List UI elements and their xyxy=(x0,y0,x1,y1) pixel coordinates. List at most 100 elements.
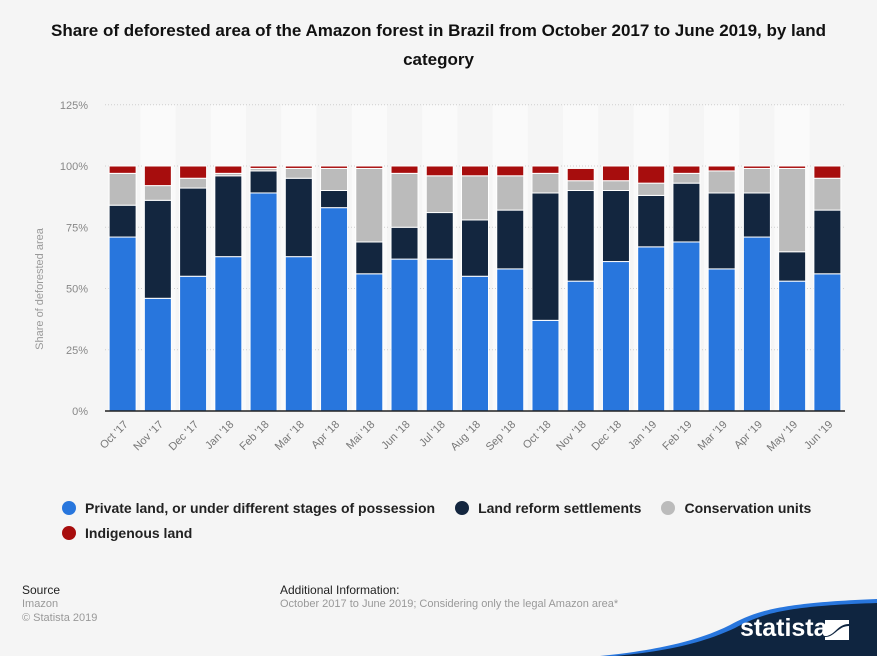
bar-segment[interactable] xyxy=(214,165,243,174)
bar-segment[interactable] xyxy=(531,172,560,194)
bar-segment[interactable] xyxy=(496,165,525,177)
bar-segment[interactable] xyxy=(637,182,666,196)
bar-segment[interactable] xyxy=(425,165,454,177)
bar-stack[interactable] xyxy=(813,165,842,412)
bar-segment[interactable] xyxy=(601,165,630,182)
bar-stack[interactable] xyxy=(179,165,208,412)
bar-segment[interactable] xyxy=(742,236,771,412)
bar-segment[interactable] xyxy=(672,182,701,243)
bar-stack[interactable] xyxy=(707,165,736,412)
bar-segment[interactable] xyxy=(355,167,384,243)
bar-segment[interactable] xyxy=(284,167,313,179)
bar-segment[interactable] xyxy=(672,165,701,174)
bar-segment[interactable] xyxy=(707,268,736,412)
bar-stack[interactable] xyxy=(461,165,489,412)
bar-segment[interactable] xyxy=(461,275,489,412)
bar-segment[interactable] xyxy=(320,190,349,209)
bar-segment[interactable] xyxy=(461,175,489,221)
bar-stack[interactable] xyxy=(496,165,525,412)
bar-stack[interactable] xyxy=(143,165,172,412)
bar-segment[interactable] xyxy=(390,226,419,260)
bar-stack[interactable] xyxy=(566,167,595,412)
bar-segment[interactable] xyxy=(355,241,384,275)
bar-segment[interactable] xyxy=(566,190,595,282)
bar-segment[interactable] xyxy=(249,192,278,412)
bar-segment[interactable] xyxy=(284,256,313,412)
bar-segment[interactable] xyxy=(742,167,771,194)
bar-segment[interactable] xyxy=(425,212,454,260)
bar-segment[interactable] xyxy=(284,177,313,258)
bar-segment[interactable] xyxy=(531,192,560,321)
bar-segment[interactable] xyxy=(672,241,701,412)
bar-segment[interactable] xyxy=(778,165,807,169)
bar-segment[interactable] xyxy=(601,190,630,263)
bar-segment[interactable] xyxy=(143,185,172,201)
bar-segment[interactable] xyxy=(461,165,489,177)
bar-segment[interactable] xyxy=(707,192,736,270)
bar-segment[interactable] xyxy=(813,209,842,275)
bar-segment[interactable] xyxy=(108,236,137,412)
bar-segment[interactable] xyxy=(390,165,419,174)
bar-segment[interactable] xyxy=(355,165,384,169)
bar-segment[interactable] xyxy=(320,167,349,191)
bar-segment[interactable] xyxy=(778,167,807,253)
bar-segment[interactable] xyxy=(742,165,771,169)
bar-stack[interactable] xyxy=(320,165,349,412)
bar-segment[interactable] xyxy=(813,273,842,412)
bar-stack[interactable] xyxy=(637,165,666,412)
bar-stack[interactable] xyxy=(355,165,384,412)
bar-segment[interactable] xyxy=(108,165,137,174)
bar-segment[interactable] xyxy=(320,165,349,169)
bar-segment[interactable] xyxy=(179,177,208,189)
bar-segment[interactable] xyxy=(566,167,595,182)
legend-item[interactable]: Indigenous land xyxy=(62,525,192,541)
bar-segment[interactable] xyxy=(355,273,384,412)
bar-segment[interactable] xyxy=(108,172,137,206)
bar-segment[interactable] xyxy=(707,170,736,194)
bar-segment[interactable] xyxy=(566,280,595,412)
bar-stack[interactable] xyxy=(214,165,243,412)
bar-segment[interactable] xyxy=(496,209,525,270)
bar-segment[interactable] xyxy=(637,194,666,248)
bar-segment[interactable] xyxy=(531,165,560,174)
bar-segment[interactable] xyxy=(143,199,172,299)
bar-segment[interactable] xyxy=(601,261,630,412)
bar-stack[interactable] xyxy=(425,165,454,412)
bar-segment[interactable] xyxy=(672,172,701,184)
bar-segment[interactable] xyxy=(813,165,842,179)
bar-segment[interactable] xyxy=(531,319,560,412)
bar-segment[interactable] xyxy=(813,177,842,211)
bar-stack[interactable] xyxy=(108,165,137,412)
bar-segment[interactable] xyxy=(601,180,630,191)
bar-stack[interactable] xyxy=(742,165,771,412)
bar-segment[interactable] xyxy=(214,175,243,258)
bar-segment[interactable] xyxy=(284,165,313,169)
bar-segment[interactable] xyxy=(496,268,525,412)
bar-segment[interactable] xyxy=(742,192,771,238)
bar-segment[interactable] xyxy=(778,280,807,412)
bar-segment[interactable] xyxy=(707,165,736,172)
bar-stack[interactable] xyxy=(390,165,419,412)
bar-segment[interactable] xyxy=(425,258,454,412)
bar-segment[interactable] xyxy=(461,219,489,277)
statista-logo-text[interactable]: statista xyxy=(740,614,828,642)
bar-segment[interactable] xyxy=(179,165,208,179)
bar-segment[interactable] xyxy=(143,297,172,412)
bar-segment[interactable] xyxy=(496,175,525,211)
bar-segment[interactable] xyxy=(179,187,208,277)
bar-segment[interactable] xyxy=(249,170,278,194)
bar-segment[interactable] xyxy=(566,180,595,191)
legend-item[interactable]: Conservation units xyxy=(661,500,811,516)
bar-segment[interactable] xyxy=(778,251,807,282)
bar-stack[interactable] xyxy=(778,165,807,412)
bar-stack[interactable] xyxy=(601,165,630,412)
bar-segment[interactable] xyxy=(637,165,666,184)
bar-stack[interactable] xyxy=(672,165,701,412)
bar-stack[interactable] xyxy=(249,165,278,412)
legend-item[interactable]: Land reform settlements xyxy=(455,500,641,516)
bar-stack[interactable] xyxy=(531,165,560,412)
bar-segment[interactable] xyxy=(390,258,419,412)
bar-segment[interactable] xyxy=(249,165,278,169)
bar-segment[interactable] xyxy=(143,165,172,187)
bar-segment[interactable] xyxy=(320,207,349,412)
